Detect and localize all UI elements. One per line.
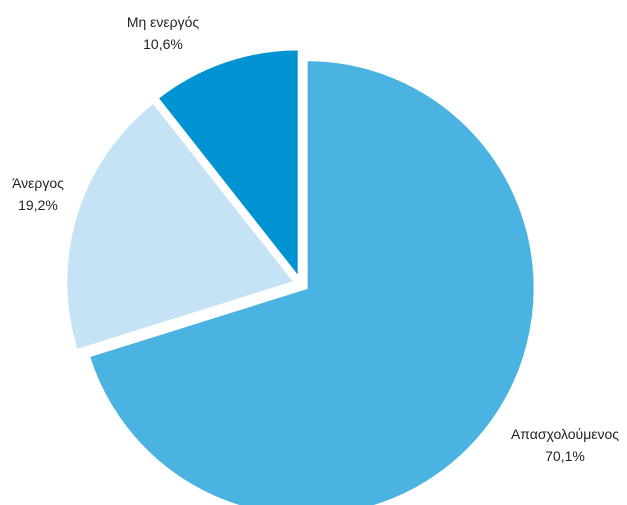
slice-label-unemployed-name: Άνεργος	[12, 175, 64, 191]
slice-label-inactive-value: 10,6%	[143, 36, 183, 52]
pie-slice-employed	[87, 59, 536, 505]
slice-labels: Απασχολούμενος 70,1% Άνεργος 19,2% Μη εν…	[12, 14, 619, 464]
slice-label-unemployed-value: 19,2%	[18, 197, 58, 213]
pie-slice-unemployed	[65, 101, 296, 352]
pie-slice-inactive	[156, 48, 300, 281]
slice-label-inactive-name: Μη ενεργός	[127, 14, 200, 30]
slice-label-employed-name: Απασχολούμενος	[511, 426, 619, 442]
slice-label-employed-value: 70,1%	[545, 448, 585, 464]
pie-slices	[65, 48, 536, 505]
